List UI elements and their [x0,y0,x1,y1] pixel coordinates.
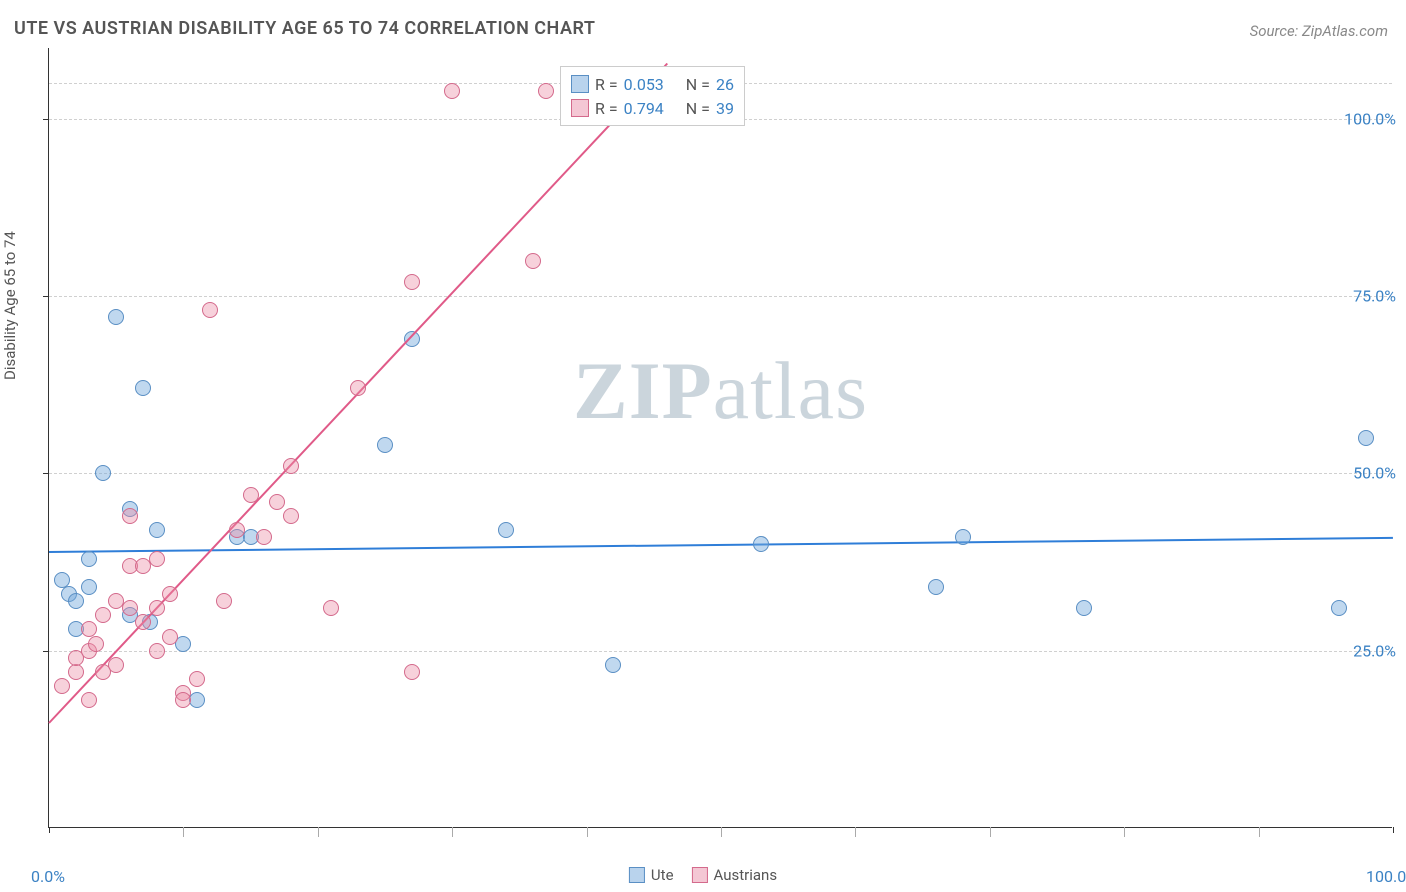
data-point [955,529,971,545]
y-tick-label: 50.0% [1353,464,1396,483]
chart-title: UTE VS AUSTRIAN DISABILITY AGE 65 TO 74 … [14,18,595,39]
data-point [162,586,178,602]
data-point [149,643,165,659]
stat-r-label: R = [595,75,618,94]
data-point [269,494,285,510]
data-point [81,692,97,708]
stat-r-value: 0.794 [624,99,664,118]
data-point [525,253,541,269]
data-point [404,274,420,290]
data-point [68,664,84,680]
data-point [135,614,151,630]
stat-n-value: 39 [716,99,734,118]
data-point [162,629,178,645]
data-point [1076,600,1092,616]
data-point [81,579,97,595]
data-point [95,607,111,623]
data-point [216,593,232,609]
data-point [350,380,366,396]
watermark: ZIPatlas [573,344,868,438]
x-minor-tick [721,827,722,837]
data-point [444,83,460,99]
data-point [54,678,70,694]
stat-n-label: N = [686,99,710,118]
x-minor-tick [587,827,588,837]
data-point [605,657,621,673]
y-tick [43,473,49,474]
x-minor-tick [452,827,453,837]
data-point [538,83,554,99]
legend-swatch [571,75,589,93]
data-point [323,600,339,616]
x-tick-label: 100.0% [1366,867,1406,886]
data-point [122,508,138,524]
data-point [88,636,104,652]
data-point [68,593,84,609]
gridline [49,473,1392,474]
data-point [202,302,218,318]
y-tick [43,296,49,297]
x-minor-tick [1259,827,1260,837]
data-point [753,536,769,552]
x-minor-tick [1124,827,1125,837]
data-point [149,600,165,616]
stats-row: R = 0.053 N = 26 [571,72,734,96]
x-tick [1393,827,1394,833]
data-point [498,522,514,538]
legend-item: Austrians [692,866,778,884]
y-tick [43,119,49,120]
y-tick [43,651,49,652]
y-tick-label: 75.0% [1353,287,1396,306]
legend-swatch [692,867,708,883]
data-point [81,551,97,567]
data-point [122,600,138,616]
data-point [108,657,124,673]
data-point [229,522,245,538]
stat-n-label: N = [686,75,710,94]
data-point [95,465,111,481]
stat-n-value: 26 [716,75,734,94]
legend-swatch [571,99,589,117]
data-point [149,551,165,567]
series-legend: Ute Austrians [629,866,777,884]
y-tick-label: 25.0% [1353,641,1396,660]
data-point [377,437,393,453]
data-point [1331,600,1347,616]
scatter-chart: ZIPatlas [48,48,1392,828]
data-point [928,579,944,595]
legend-label: Ute [651,866,674,884]
source-attribution: Source: ZipAtlas.com [1250,22,1388,40]
data-point [189,671,205,687]
data-point [256,529,272,545]
stat-r-label: R = [595,99,618,118]
x-minor-tick [990,827,991,837]
stats-row: R = 0.794 N = 39 [571,96,734,120]
x-minor-tick [855,827,856,837]
data-point [404,664,420,680]
data-point [175,692,191,708]
data-point [243,487,259,503]
legend-item: Ute [629,866,674,884]
x-minor-tick [318,827,319,837]
data-point [135,380,151,396]
correlation-stats-box: R = 0.053 N = 26 R = 0.794 N = 39 [560,66,745,126]
data-point [1358,430,1374,446]
data-point [149,522,165,538]
gridline [49,296,1392,297]
gridline [49,651,1392,652]
data-point [283,508,299,524]
x-tick-label: 0.0% [31,867,65,886]
x-minor-tick [183,827,184,837]
x-tick [49,827,50,833]
legend-swatch [629,867,645,883]
legend-label: Austrians [714,866,778,884]
data-point [283,458,299,474]
y-tick-label: 100.0% [1344,109,1396,128]
y-axis-label: Disability Age 65 to 74 [1,231,19,380]
data-point [108,309,124,325]
stat-r-value: 0.053 [624,75,664,94]
